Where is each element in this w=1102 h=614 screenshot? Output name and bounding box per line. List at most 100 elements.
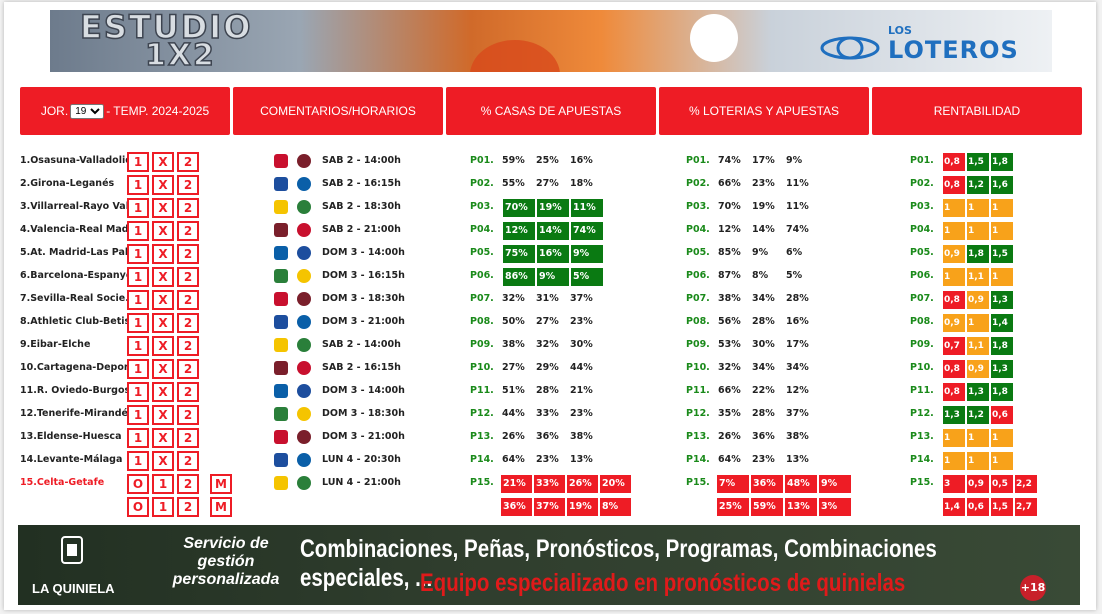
rent-value: 1 [990, 451, 1014, 471]
casas-value: 55% [502, 178, 525, 189]
team-crest [297, 154, 311, 168]
team-crest [274, 223, 288, 237]
team-crest [274, 246, 288, 260]
sign-box[interactable]: 1 [127, 405, 149, 425]
sign-box[interactable]: 1 [127, 175, 149, 195]
sign-box[interactable]: 2 [177, 382, 199, 402]
casas-value: 16% [570, 155, 593, 166]
sign-box[interactable]: M [210, 474, 232, 494]
loterias-value: 74% [718, 155, 741, 166]
sign-box[interactable]: X [152, 290, 174, 310]
sign-box[interactable]: X [152, 267, 174, 287]
casas-value: 19% [566, 497, 599, 517]
team-crest [274, 154, 288, 168]
sign-box[interactable]: 2 [177, 336, 199, 356]
loterias-value: 11% [786, 178, 809, 189]
loterias-value: 53% [718, 339, 741, 350]
sign-box[interactable]: 1 [127, 313, 149, 333]
sign-box[interactable]: X [152, 336, 174, 356]
sign-box[interactable]: 2 [177, 175, 199, 195]
title-line1: ESTUDIO [79, 10, 253, 47]
header-banner: ESTUDIO 1X2 LOS LOTEROS [50, 10, 1052, 72]
sign-box[interactable]: 2 [177, 221, 199, 241]
footer-service: Servicio de gestión personalizada [172, 535, 280, 588]
loterias-value: 34% [752, 293, 775, 304]
loterias-value: 56% [718, 316, 741, 327]
sign-box[interactable]: X [152, 359, 174, 379]
sign-box[interactable]: O [127, 497, 149, 517]
loterias-value: 70% [718, 201, 741, 212]
rent-code: P05. [910, 247, 934, 258]
casas-value: 32% [536, 339, 559, 350]
sign-box[interactable]: X [152, 244, 174, 264]
rent-code: P12. [910, 408, 934, 419]
sign-box[interactable]: 2 [177, 405, 199, 425]
sign-box[interactable]: 1 [127, 198, 149, 218]
sign-box[interactable]: M [210, 497, 232, 517]
sign-box[interactable]: 2 [177, 313, 199, 333]
sign-box[interactable]: 2 [177, 428, 199, 448]
rent-value: 0,8 [942, 359, 966, 379]
team-crest [274, 338, 288, 352]
tab-loterias[interactable]: % LOTERIAS Y APUESTAS [659, 87, 869, 135]
sign-box[interactable]: 2 [177, 267, 199, 287]
sign-box[interactable]: 2 [177, 152, 199, 172]
match-name: 13.Eldense-Huesca [20, 431, 122, 442]
sign-box[interactable]: 1 [127, 451, 149, 471]
sign-box[interactable]: 1 [127, 428, 149, 448]
team-crest [297, 315, 311, 329]
sign-box[interactable]: 2 [177, 497, 199, 517]
match-time: LUN 4 - 20:30h [322, 454, 401, 465]
rent-value: 1 [966, 198, 990, 218]
match-name: 6.Barcelona-Espanyol [20, 270, 136, 281]
sign-box[interactable]: 1 [127, 221, 149, 241]
loterias-code: P13. [686, 431, 710, 442]
match-time: DOM 3 - 21:00h [322, 316, 405, 327]
sign-box[interactable]: 2 [177, 244, 199, 264]
sign-box[interactable]: X [152, 152, 174, 172]
sign-box[interactable]: 1 [152, 474, 174, 494]
sign-box[interactable]: X [152, 198, 174, 218]
match-name: 1.Osasuna-Valladolid [20, 155, 133, 166]
sign-box[interactable]: 1 [127, 336, 149, 356]
casas-value: 21% [500, 474, 533, 494]
match-name: 14.Levante-Málaga [20, 454, 123, 465]
sign-box[interactable]: 1 [127, 152, 149, 172]
sign-box[interactable]: 2 [177, 451, 199, 471]
tab-casas[interactable]: % CASAS DE APUESTAS [446, 87, 656, 135]
sign-box[interactable]: X [152, 405, 174, 425]
loterias-code: P11. [686, 385, 710, 396]
sign-box[interactable]: 1 [127, 382, 149, 402]
rent-value: 1 [942, 267, 966, 287]
rent-code: P11. [910, 385, 934, 396]
rent-code: P04. [910, 224, 934, 235]
tab-comments[interactable]: COMENTARIOS/HORARIOS [233, 87, 443, 135]
sign-box[interactable]: 2 [177, 198, 199, 218]
age-badge: +18 [1020, 575, 1046, 601]
sign-box[interactable]: X [152, 313, 174, 333]
sign-box[interactable]: 2 [177, 359, 199, 379]
sign-box[interactable]: 2 [177, 474, 199, 494]
sign-box[interactable]: X [152, 175, 174, 195]
sign-box[interactable]: 1 [127, 244, 149, 264]
loterias-code: P07. [686, 293, 710, 304]
casas-value: 19% [536, 198, 570, 218]
casas-value: 27% [502, 362, 525, 373]
match-time: SAB 2 - 16:15h [322, 178, 401, 189]
sign-box[interactable]: 1 [127, 359, 149, 379]
casas-code: P15. [470, 477, 494, 488]
sign-box[interactable]: X [152, 382, 174, 402]
sign-box[interactable]: X [152, 451, 174, 471]
sign-box[interactable]: O [127, 474, 149, 494]
sign-box[interactable]: 1 [152, 497, 174, 517]
sign-box[interactable]: X [152, 428, 174, 448]
tab-rentabilidad[interactable]: RENTABILIDAD [872, 87, 1082, 135]
loterias-code: P04. [686, 224, 710, 235]
sign-box[interactable]: X [152, 221, 174, 241]
rent-value: 1 [942, 451, 966, 471]
sign-box[interactable]: 1 [127, 267, 149, 287]
sign-box[interactable]: 2 [177, 290, 199, 310]
sign-box[interactable]: 1 [127, 290, 149, 310]
casas-value: 74% [570, 221, 604, 241]
jornada-select[interactable]: 19 [70, 103, 105, 119]
